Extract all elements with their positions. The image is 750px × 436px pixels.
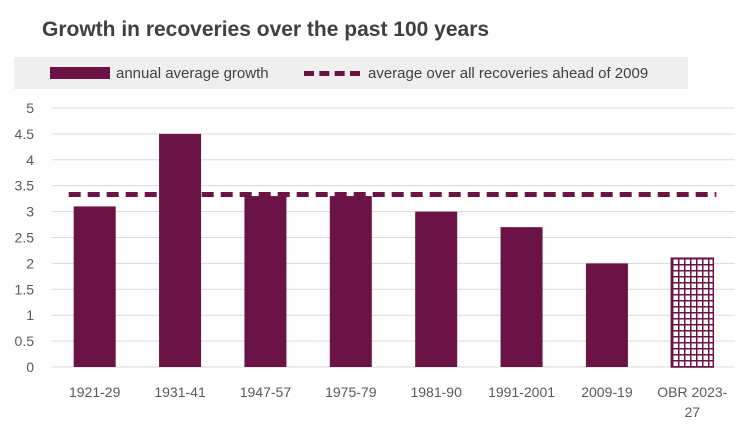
- x-tick-label: OBR 2023-27: [657, 384, 727, 420]
- bar-projection: [670, 257, 715, 368]
- legend-swatch-bar: [50, 67, 110, 79]
- legend-swatch-dashed-line: [304, 70, 360, 76]
- y-tick-label: 3: [26, 204, 34, 220]
- legend-label-annual-growth: annual average growth: [116, 64, 269, 82]
- x-tick-label: 1991-2001: [488, 384, 555, 400]
- bar: [244, 196, 287, 367]
- bar: [73, 206, 116, 367]
- y-tick-label: 4.5: [15, 126, 35, 142]
- bar: [159, 133, 202, 367]
- chart-title: Growth in recoveries over the past 100 y…: [42, 18, 490, 41]
- y-tick-label: 2.5: [15, 230, 35, 246]
- y-tick-label: 3.5: [15, 178, 35, 194]
- x-tick-label: 1947-57: [240, 384, 292, 400]
- y-tick-label: 1: [26, 307, 34, 323]
- chart-legend: annual average growth average over all r…: [14, 57, 688, 89]
- x-tick-label: 1981-90: [410, 384, 462, 400]
- x-tick-label: 1921-29: [69, 384, 121, 400]
- x-tick-label: 1931-41: [154, 384, 206, 400]
- x-tick-label: 2009-19: [581, 384, 633, 400]
- y-tick-label: 5: [26, 100, 34, 116]
- legend-item-average-line: average over all recoveries ahead of 200…: [304, 57, 648, 89]
- legend-item-annual-growth: annual average growth: [50, 57, 269, 89]
- y-tick-label: 0.5: [15, 333, 35, 349]
- bar: [415, 211, 458, 367]
- legend-label-average-line: average over all recoveries ahead of 200…: [368, 64, 649, 82]
- bar: [329, 196, 372, 367]
- x-tick-label: 1975-79: [325, 384, 377, 400]
- y-tick-label: 1.5: [15, 281, 35, 297]
- y-tick-label: 4: [26, 152, 34, 168]
- bar: [585, 263, 628, 367]
- bar: [500, 227, 543, 367]
- y-tick-label: 0: [26, 359, 34, 375]
- y-tick-label: 2: [26, 255, 34, 271]
